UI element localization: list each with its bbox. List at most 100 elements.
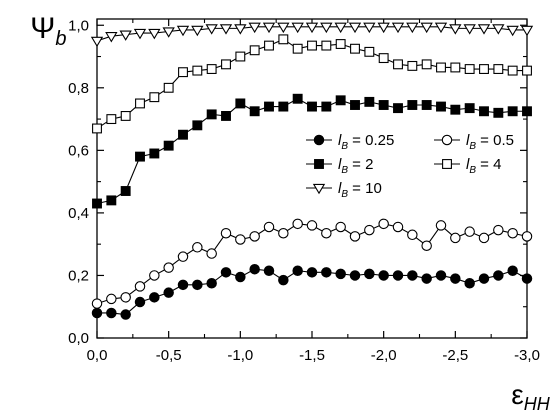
series-lb-0-25 xyxy=(91,263,533,320)
series-lb-0-5-point xyxy=(192,242,203,253)
series-lb-2-point xyxy=(507,106,518,117)
series-lb-0-5-point xyxy=(91,298,103,309)
series-lb-0-5-point xyxy=(149,270,160,281)
series-lb-4-point xyxy=(479,64,489,74)
x-tick-label: -2,0 xyxy=(371,347,397,364)
series-lb-0-5-point xyxy=(392,221,404,233)
series-lb-2-point xyxy=(221,111,231,121)
series-lb-2-point xyxy=(393,103,403,114)
x-tick-label: -3,0 xyxy=(514,347,540,364)
series-lb-4-point xyxy=(120,111,131,121)
series-lb-2-point xyxy=(436,101,446,112)
series-lb-10-point xyxy=(219,24,233,35)
series-lb-2-point xyxy=(493,107,504,118)
legend-label-variable: l xyxy=(338,132,342,149)
series-lb-2-point xyxy=(407,100,418,110)
series-lb-10-point xyxy=(449,24,462,35)
x-tick-label: 0,0 xyxy=(87,347,108,364)
legend-entry-lb-0-5: lB = 0.5 xyxy=(434,132,514,152)
y-axis-label-symbol: Ψ xyxy=(30,12,55,45)
series-lb-10-point xyxy=(334,22,347,34)
series-lb-0-25-point xyxy=(91,307,103,319)
series-lb-0-25-point xyxy=(106,307,117,319)
legend-label-subscript: B xyxy=(469,141,476,152)
series-lb-2-point xyxy=(464,103,475,114)
series-lb-0-25-point xyxy=(120,309,131,320)
series-lb-0-25-point xyxy=(521,273,533,284)
series-lb-0-25-point xyxy=(134,296,146,308)
series-lb-2-point xyxy=(163,140,174,151)
series-lb-10-point xyxy=(406,22,419,34)
series-lb-0-5-point xyxy=(235,234,246,245)
series-lb-0-5-point xyxy=(321,227,332,239)
y-tick-label: 0,8 xyxy=(68,80,89,97)
series-lb-4 xyxy=(92,34,532,134)
legend-label: lB = 2 xyxy=(338,156,373,176)
series-lb-10-point xyxy=(248,22,261,34)
legend: lB = 0.25 lB = 0.5lB = 2 lB = 4lB = 10 xyxy=(306,132,514,200)
series-lb-10-point xyxy=(305,22,319,34)
x-axis-label-symbol: ε xyxy=(511,379,523,410)
series-lb-4-point xyxy=(149,92,160,103)
series-lb-10-point xyxy=(105,32,118,43)
series-lb-2-point xyxy=(307,101,317,112)
legend-entry-lb-4: lB = 4 xyxy=(434,156,501,176)
series-lb-0-25-point xyxy=(177,279,189,291)
series-lb-0-25-point xyxy=(220,267,232,278)
series-lb-4-point xyxy=(264,40,274,51)
series-lb-4-point xyxy=(278,34,289,45)
plot-frame xyxy=(96,18,528,339)
series-lb-10-point xyxy=(90,36,104,48)
series-lb-10-point xyxy=(133,28,147,40)
series-lb-2-point xyxy=(106,195,117,206)
series-lb-0-25-point xyxy=(349,270,361,281)
series-lb-2-point xyxy=(149,148,160,159)
y-axis-label-subscript: b xyxy=(55,28,66,50)
series-lb-4-point xyxy=(321,40,332,51)
series-lb-4-point xyxy=(92,123,102,134)
series-lb-4-point xyxy=(421,59,432,70)
x-axis-label: εHH xyxy=(489,379,550,414)
legend-label-subscript: B xyxy=(469,165,476,176)
series-lb-10-point xyxy=(391,22,405,34)
series-lb-10-point xyxy=(148,28,161,40)
series-lb-10-point xyxy=(477,24,491,35)
series-lb-2-point xyxy=(421,100,432,110)
legend-label: lB = 0.25 xyxy=(338,132,394,152)
series-lb-4-point xyxy=(192,65,203,76)
series-lb-0-25-point xyxy=(493,270,504,281)
series-lb-0-5-point xyxy=(206,248,217,259)
series-lb-0-5-point xyxy=(407,229,418,241)
series-lb-0-5-point xyxy=(306,220,318,231)
legend-label: lB = 0.5 xyxy=(466,132,514,152)
series-lb-4-line xyxy=(96,38,527,129)
legend-label-subscript: B xyxy=(341,165,348,176)
series-lb-0-5-point xyxy=(493,224,504,236)
x-tick-label: -2,5 xyxy=(442,347,468,364)
series-lb-2 xyxy=(92,93,532,209)
series-lb-4-point xyxy=(450,62,461,73)
series-lb-4-point xyxy=(235,51,246,62)
series-lb-10-point xyxy=(492,24,505,35)
series-lb-0-5-point xyxy=(134,281,146,292)
legend-entry-lb-2: lB = 2 xyxy=(306,156,373,176)
legend-label-value: = 2 xyxy=(348,156,373,173)
legend-label-value: = 0.25 xyxy=(348,132,394,149)
series-lb-0-5-point xyxy=(106,293,117,305)
series-lb-0-25-point xyxy=(292,265,303,277)
series-lb-10-point xyxy=(205,24,218,35)
series-lb-10-point xyxy=(377,22,390,34)
x-tick-label: -1,5 xyxy=(299,347,325,364)
series-lb-0-5-point xyxy=(435,220,447,231)
series-lb-2-point xyxy=(522,106,532,117)
legend-label: lB = 10 xyxy=(338,180,382,200)
series-lb-2-point xyxy=(135,151,145,162)
series-lb-0-5-point xyxy=(249,231,260,242)
series-lb-0-25-point xyxy=(163,287,174,298)
series-lb-2-point xyxy=(278,101,289,112)
series-lb-2-point xyxy=(235,98,246,109)
y-tick-label: 0,6 xyxy=(68,142,89,159)
series-lb-0-25-point xyxy=(450,273,461,284)
series-lb-2-point xyxy=(206,109,217,120)
